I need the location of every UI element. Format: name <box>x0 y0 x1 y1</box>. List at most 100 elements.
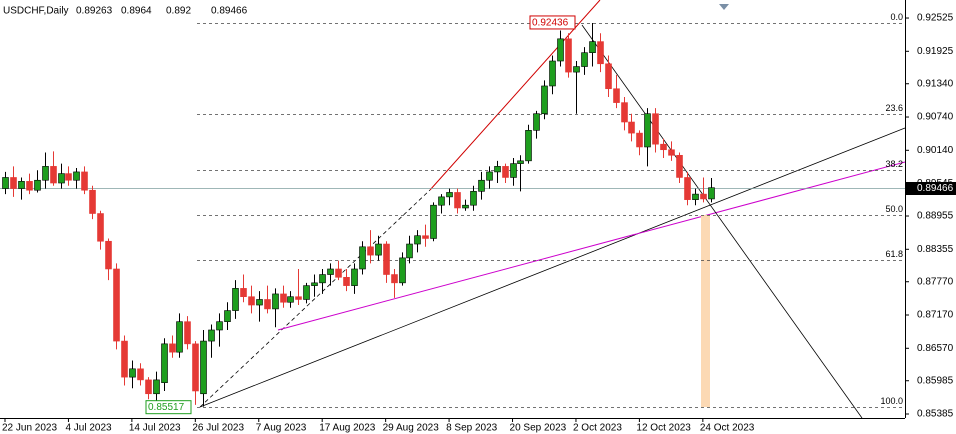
candle-body <box>541 85 548 114</box>
y-tick-label: 0.85985 <box>917 375 954 386</box>
candle-body <box>676 154 683 178</box>
candle-body <box>573 66 580 73</box>
candle-body <box>224 310 231 322</box>
candle-body <box>81 171 88 191</box>
candle-body <box>232 288 239 311</box>
candle-body <box>383 243 390 275</box>
candle-body <box>700 193 707 200</box>
y-tick-label: 0.90740 <box>917 112 954 123</box>
y-tick-label: 0.92525 <box>917 13 954 24</box>
candle-body <box>510 163 517 178</box>
candle-body <box>26 181 33 191</box>
candle-body <box>684 177 691 200</box>
candle-body <box>438 196 445 206</box>
candle-body <box>470 191 477 206</box>
candle-body <box>486 171 493 181</box>
candle-body <box>319 274 326 284</box>
candle-body <box>335 268 342 278</box>
candle-body <box>525 130 532 162</box>
candle-body <box>494 166 501 173</box>
candle-body <box>327 268 334 275</box>
low-label: 0.85517 <box>148 402 185 413</box>
candle-body <box>208 329 215 342</box>
y-tick-label: 0.87770 <box>917 276 954 287</box>
candle-body <box>533 113 540 131</box>
candle-body <box>621 102 628 123</box>
candle-body <box>462 204 469 209</box>
candle-body <box>256 299 263 306</box>
candle-body <box>105 240 112 270</box>
candle-body <box>660 143 667 151</box>
x-tick-label: 24 Oct 2023 <box>700 423 755 434</box>
high-box <box>529 15 576 30</box>
candle-body <box>121 340 128 378</box>
candle-body <box>565 38 572 73</box>
candle-body <box>422 235 429 239</box>
candle-body <box>644 113 651 148</box>
price-box-label: 0.89466 <box>917 183 954 194</box>
y-tick-label: 0.90140 <box>917 145 954 156</box>
plot <box>0 22 905 408</box>
y-tick-label: 0.91925 <box>917 46 954 57</box>
candle-body <box>129 368 136 378</box>
candle-body <box>50 166 57 184</box>
x-tick-label: 17 Aug 2023 <box>319 423 376 434</box>
ohlc-value: 0.892 <box>166 6 191 17</box>
candle-body <box>613 88 620 103</box>
candle-body <box>303 285 310 300</box>
fib-label: 50.0 <box>885 204 903 214</box>
candle-body <box>692 193 699 200</box>
candle-body <box>549 60 556 87</box>
candle-body <box>502 166 509 178</box>
candle-body <box>97 213 104 242</box>
candle-body <box>668 149 675 156</box>
x-tick-label: 8 Sep 2023 <box>446 423 498 434</box>
candle-body <box>589 41 596 53</box>
ohlc-value: 0.8964 <box>121 6 152 17</box>
trend-down <box>581 24 863 419</box>
candle-body <box>42 166 49 181</box>
candle-body <box>176 321 183 353</box>
y-tick-label: 0.85385 <box>917 409 954 420</box>
candle-body <box>295 296 302 300</box>
candle-body <box>58 173 65 184</box>
x-tick-label: 4 Jul 2023 <box>65 423 112 434</box>
chart-title: USDCHF,Daily <box>3 6 69 17</box>
candle-body <box>240 288 247 298</box>
y-tick-label: 0.88355 <box>917 244 954 255</box>
candle-body <box>184 321 191 345</box>
high-label: 0.92436 <box>532 18 569 29</box>
candle-body <box>430 204 437 239</box>
candle-body <box>311 282 318 286</box>
x-tick-label: 22 Jun 2023 <box>2 423 57 434</box>
candle-body <box>517 160 524 164</box>
candle-body <box>264 299 271 310</box>
candle-body <box>216 321 223 331</box>
ohlc-value: 0.89466 <box>211 6 248 17</box>
candle-body <box>375 243 382 256</box>
candle-body <box>153 379 160 395</box>
candle-body <box>89 189 96 214</box>
fib-label: 23.6 <box>885 103 903 113</box>
x-tick-label: 12 Oct 2023 <box>636 423 691 434</box>
candle-body <box>10 177 17 189</box>
candle-body <box>628 121 635 134</box>
x-tick-label: 29 Aug 2023 <box>383 423 440 434</box>
candle-body <box>708 187 715 200</box>
candle-body <box>478 179 485 192</box>
ohlc-value: 0.89263 <box>76 6 113 17</box>
price-box <box>906 182 956 195</box>
fib-label: 38.2 <box>885 159 903 169</box>
candle-body <box>145 379 152 395</box>
trend-red <box>429 0 601 191</box>
candle-body <box>34 179 41 191</box>
trend-line <box>199 127 906 408</box>
shift-marker <box>719 4 729 10</box>
candle-body <box>2 177 9 189</box>
trend-dashed <box>199 189 431 408</box>
candle-body <box>272 293 279 310</box>
candle-body <box>248 296 255 306</box>
candle-body <box>287 296 294 303</box>
